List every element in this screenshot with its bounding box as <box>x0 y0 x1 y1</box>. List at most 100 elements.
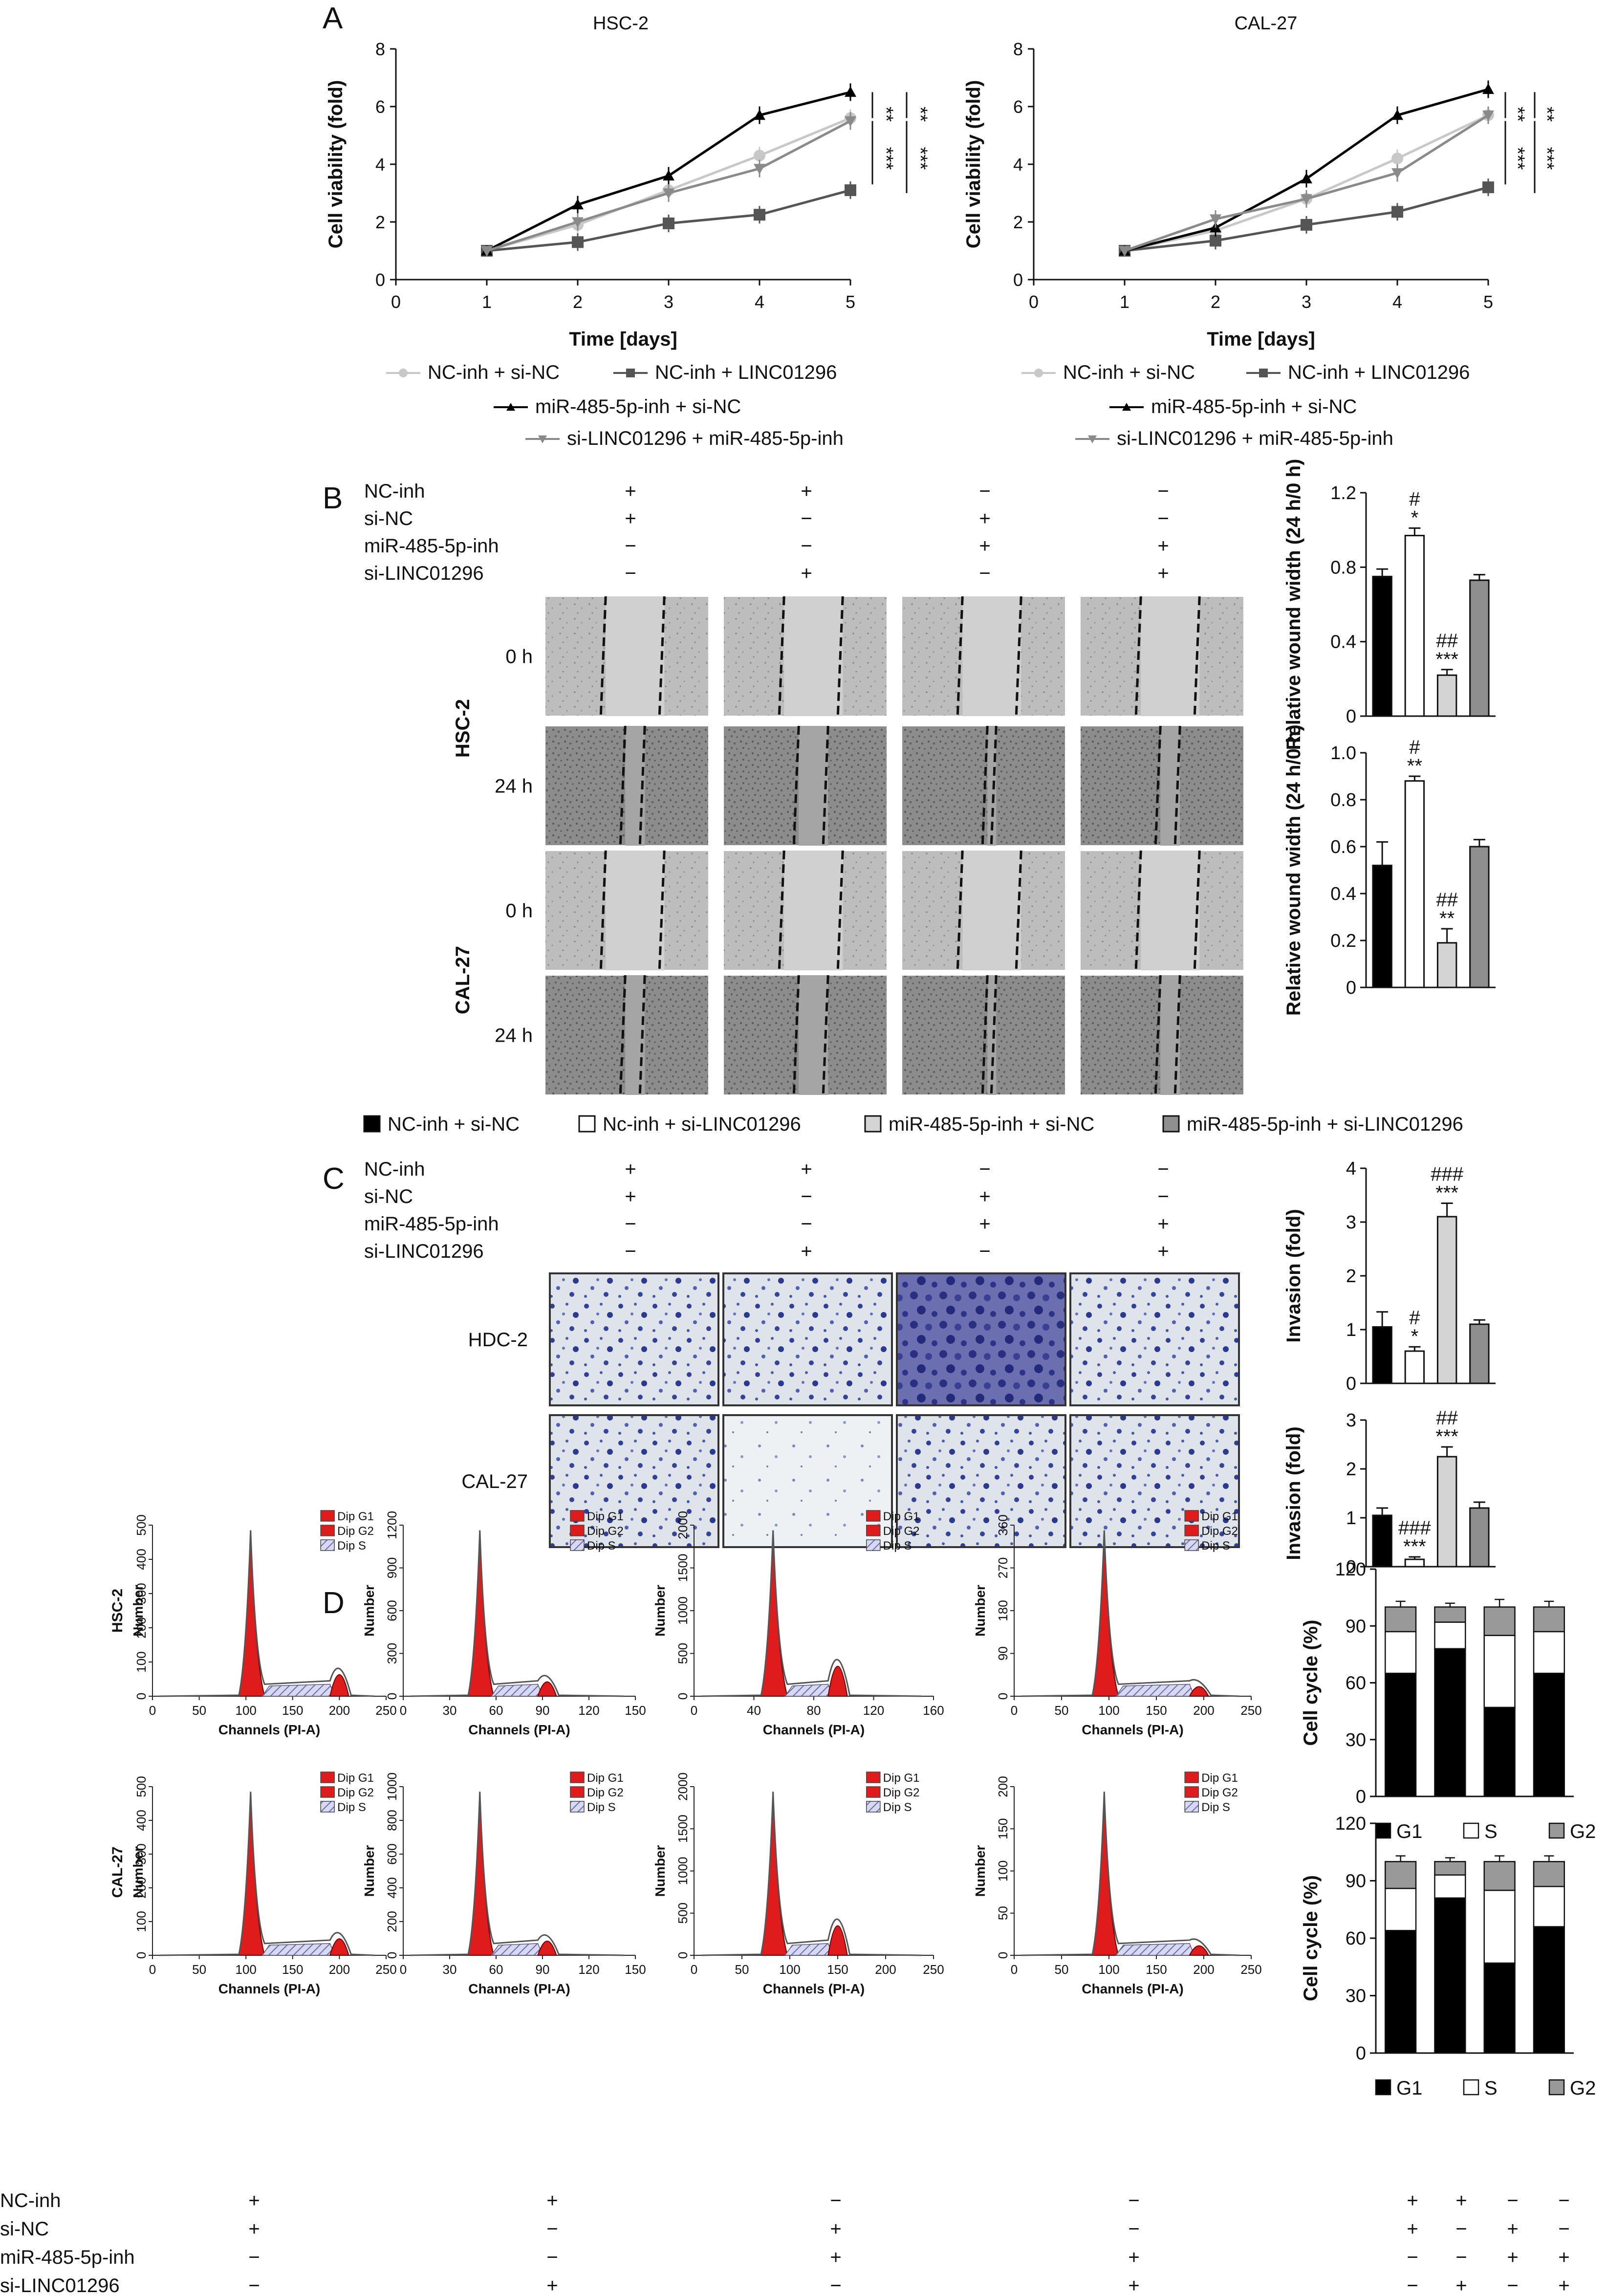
treatment-sign: − <box>1407 2275 1418 2296</box>
legend-label: NC-inh + si-NC <box>428 362 560 383</box>
treatment-sign: − <box>1157 1186 1169 1207</box>
x-tick-label: 100 <box>1098 1962 1119 1977</box>
g2-peak <box>537 1681 557 1697</box>
legend-entry: si-LINC01296 + miR-485-5p-inh <box>1075 428 1393 449</box>
cell-line-label: CAL-27 <box>452 946 474 1014</box>
legend-entry: NC-inh + LINC01296 <box>613 362 837 383</box>
treatment-sign: + <box>1407 2190 1418 2211</box>
hist-legend-swatch <box>1184 1771 1199 1783</box>
hist-legend-swatch <box>570 1539 585 1551</box>
wound-edge-line <box>1173 975 1181 1095</box>
histogram-outline <box>701 1530 922 1697</box>
treatment-sign: − <box>979 1241 990 1262</box>
hist-legend-label: Dip G1 <box>883 1771 920 1785</box>
data-point <box>572 217 584 228</box>
bar <box>1436 1216 1457 1384</box>
bar <box>1404 1558 1425 1568</box>
x-axis-label: Channels (PI-A) <box>1082 1722 1183 1737</box>
legend-label: si-LINC01296 + miR-485-5p-inh <box>1117 428 1393 449</box>
wound-gap <box>606 851 665 970</box>
hist-legend-label: Dip S <box>337 1801 366 1814</box>
wound-edge-line <box>619 725 627 846</box>
x-tick-label: 250 <box>1240 1703 1261 1718</box>
x-tick-label: 0 <box>400 1703 407 1718</box>
histogram: 0 50 100 150 200 250 0 50 100 150 200 Channels (PI-… <box>973 1771 1262 1996</box>
data-point <box>1210 214 1221 225</box>
y-tick-label: 150 <box>996 1818 1010 1839</box>
sig-label: * <box>1411 507 1419 528</box>
treatment-sign: + <box>1157 563 1169 584</box>
y-tick-label: 0 <box>1346 706 1356 727</box>
y-axis-label: Cell cycle (%) <box>1300 1620 1322 1746</box>
y-tick-label: 800 <box>385 1810 399 1831</box>
wound-edge-line <box>638 975 646 1095</box>
y-tick-label: 0 <box>1013 270 1023 290</box>
y-tick-label: 120 <box>1335 1559 1366 1580</box>
panel-b-treatment-table: NC-inh + + − − si-NC + − + − miR-485-5p-inh − − + + si-… <box>364 481 1169 584</box>
g2-peak <box>537 1941 557 1956</box>
x-tick-label: 160 <box>923 1703 944 1718</box>
y-tick-label: 6 <box>1013 97 1023 117</box>
x-tick-label: 40 <box>747 1703 761 1718</box>
wound-image <box>901 975 1066 1095</box>
sig-mark: *** <box>875 147 897 170</box>
y-tick-label: 90 <box>996 1646 1010 1661</box>
x-tick-label: 50 <box>1055 1962 1069 1977</box>
x-tick-label: 50 <box>1055 1703 1069 1718</box>
x-tick-label: 100 <box>236 1962 257 1977</box>
treatment-sign: + <box>625 508 636 529</box>
x-tick-label: 30 <box>443 1703 457 1718</box>
wound-edge-line <box>1193 596 1201 717</box>
wound-edge-line <box>956 850 964 971</box>
y-tick-label: 100 <box>996 1860 1010 1881</box>
y-tick-label: 1 <box>1346 1320 1356 1340</box>
treatment-sign: − <box>1128 2218 1139 2240</box>
treatment-sign: + <box>979 508 990 529</box>
y-tick-label: 270 <box>996 1557 1010 1578</box>
x-axis-label: Channels (PI-A) <box>218 1981 320 1996</box>
stacked-bar-segment <box>1483 1889 1516 1964</box>
treatment-sign: − <box>546 2218 558 2240</box>
sig-label: ## <box>1436 889 1458 911</box>
y-tick-label: 900 <box>385 1557 399 1578</box>
wound-bar-chart-hsc2: 0 0.4 0.8 1.2 Relative wound width (24 h/0 h… <box>1283 459 1496 750</box>
hist-legend-swatch <box>866 1510 881 1522</box>
legend-swatch <box>1162 1115 1180 1133</box>
wound-gap <box>1141 851 1200 970</box>
wound-bar-chart-cal27: 0 0.2 0.4 0.6 0.8 1.0 Relative wound width (24… <box>1283 724 1496 1016</box>
x-axis-label: Time [days] <box>1207 328 1315 350</box>
bar <box>1372 864 1392 988</box>
wound-image <box>723 850 888 971</box>
x-tick-label: 0 <box>691 1962 697 1977</box>
wound-gap <box>606 596 665 716</box>
hist-legend-swatch <box>570 1525 585 1536</box>
data-point <box>663 170 674 181</box>
treatment-sign: − <box>830 2275 841 2296</box>
y-tick-label: 2 <box>375 212 385 232</box>
y-tick-label: 0.4 <box>1330 884 1356 904</box>
treatment-sign: − <box>830 2190 841 2211</box>
legend-marker <box>1088 435 1097 443</box>
hist-legend-swatch <box>570 1801 585 1813</box>
wound-image <box>1080 975 1244 1095</box>
hist-legend-swatch <box>1184 1525 1199 1536</box>
treatment-sign: − <box>1407 2247 1418 2268</box>
hist-legend-label: Dip G1 <box>883 1510 920 1523</box>
wound-image <box>544 850 709 971</box>
cc-legend-label: G2 <box>1570 1821 1596 1842</box>
x-tick-label: 50 <box>735 1962 749 1977</box>
x-tick-label: 150 <box>1146 1703 1167 1718</box>
y-axis-label: Relative wound width (24 h/0 h) <box>1283 724 1304 1016</box>
hist-legend-label: Dip G2 <box>337 1525 374 1538</box>
treatment-sign: − <box>1157 508 1169 529</box>
panel-letter-d: D <box>323 1586 345 1620</box>
y-tick-label: 180 <box>996 1600 1010 1621</box>
panel-d-cell-cycle-bars: 0 30 60 90 120 Cell cycle (%) G1 S G2 0 30 60 90 120 C… <box>1300 1559 1596 2099</box>
y-tick-label: 500 <box>134 1776 149 1797</box>
cell-line-label: HSC-2 <box>452 699 474 758</box>
hist-legend-label: Dip G2 <box>883 1786 920 1799</box>
x-tick-label: 150 <box>282 1703 303 1718</box>
stacked-bar-segment <box>1533 1926 1565 2054</box>
hist-legend-swatch <box>570 1786 585 1798</box>
invasion-image <box>896 1414 1066 1548</box>
